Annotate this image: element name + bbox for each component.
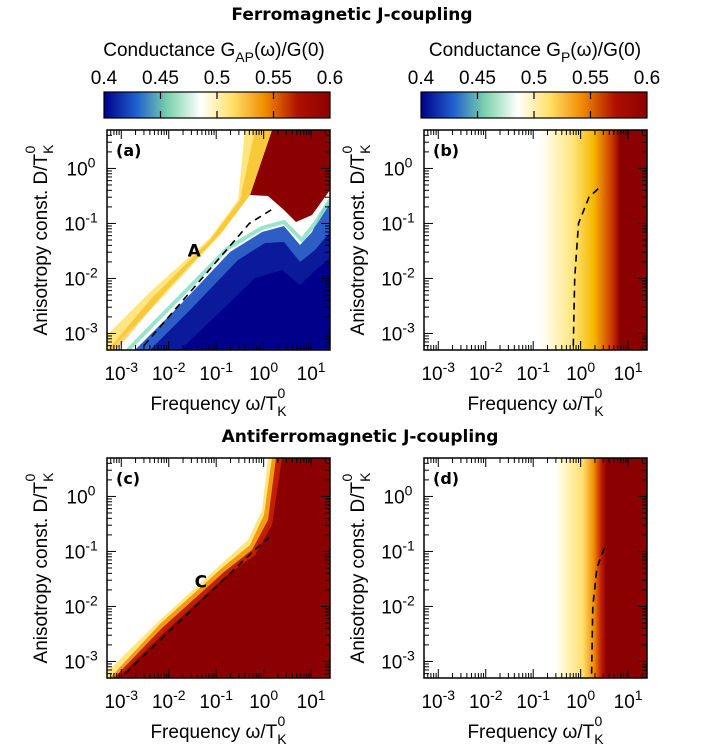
colorbar-tick-label: 0.45	[142, 68, 179, 89]
colorbar-tick-label: 0.45	[459, 68, 496, 89]
colorbar-tick-label: 0.5	[521, 68, 547, 89]
y-axis-label: Anisotropy const. D/TK0	[22, 144, 56, 336]
x-tick-label: 100	[249, 687, 278, 713]
colorbar-tick-label: 0.6	[634, 68, 660, 89]
region-annotation: A	[188, 242, 202, 262]
x-tick-label: 10-3	[421, 687, 455, 713]
y-tick-label: 10-1	[64, 537, 98, 563]
panel-a: 10-3 10-2 10-1 100 101 10-3 10-2 10-1 100 (a) A Fre…	[22, 129, 331, 419]
colorbar-tick-label: 0.55	[572, 68, 609, 89]
y-tick-label: 10-2	[381, 592, 415, 618]
dashed-line	[143, 208, 273, 347]
x-tick-label: 10-2	[469, 359, 503, 385]
x-tick-label: 10-1	[516, 687, 550, 713]
colorbar-tick-label: 0.6	[317, 68, 343, 89]
x-tick-label: 10-3	[104, 359, 138, 385]
x-tick-label: 101	[614, 359, 643, 385]
heatmap-panel-a	[107, 130, 330, 350]
x-axis-label: Frequency ω/TK0	[150, 385, 287, 419]
panel-label: (a)	[116, 141, 141, 160]
y-tick-label: 10-3	[64, 319, 98, 345]
y-tick-label: 10-1	[381, 537, 415, 563]
region-annotation: C	[195, 573, 207, 593]
x-tick-label: 10-3	[421, 359, 455, 385]
x-axis-label: Frequency ω/TK0	[150, 713, 287, 747]
x-tick-label: 10-1	[516, 359, 550, 385]
y-tick-label: 10-2	[64, 592, 98, 618]
dashed-line	[572, 186, 601, 346]
y-axis-label: Anisotropy const. D/TK0	[339, 144, 373, 336]
x-tick-label: 10-3	[104, 687, 138, 713]
y-tick-label: 10-2	[64, 264, 98, 290]
y-tick-label: 10-3	[64, 647, 98, 673]
x-tick-label: 10-1	[199, 359, 233, 385]
colorbar-tick-label: 0.4	[408, 68, 435, 89]
section-title-ferromagnetic: Ferromagnetic J-coupling	[231, 5, 472, 25]
x-tick-label: 101	[297, 687, 326, 713]
x-axis-label: Frequency ω/TK0	[467, 385, 604, 419]
x-tick-label: 10-2	[469, 687, 503, 713]
y-tick-label: 100	[384, 154, 413, 180]
panel-label: (b)	[433, 141, 459, 160]
x-tick-label: 10-2	[152, 687, 186, 713]
colorbar-tick-label: 0.4	[91, 68, 118, 89]
x-tick-label: 101	[614, 687, 643, 713]
colorbar-tick-label: 0.55	[255, 68, 292, 89]
x-axis-label: Frequency ω/TK0	[467, 713, 604, 747]
y-tick-label: 100	[67, 154, 96, 180]
colorbar-tick-label: 0.5	[204, 68, 230, 89]
heatmap-panel-b	[424, 130, 647, 350]
panel-label: (d)	[433, 469, 459, 488]
x-tick-label: 101	[297, 359, 326, 385]
colorbar-title: Conductance GP(ω)/G(0)	[429, 40, 641, 65]
x-tick-label: 100	[249, 359, 278, 385]
dashed-line	[590, 546, 606, 674]
y-tick-label: 10-3	[381, 647, 415, 673]
y-tick-label: 10-1	[381, 209, 415, 235]
colorbar-gap: Conductance GAP(ω)/G(0) 0.4 0.45 0.5 0.55 0.…	[91, 40, 343, 119]
panel-b: 10-3 10-2 10-1 100 101 10-3 10-2 10-1 100 (b) Freq…	[339, 129, 648, 419]
panel-label: (c)	[116, 469, 140, 488]
x-tick-label: 100	[566, 687, 595, 713]
y-tick-label: 10-1	[64, 209, 98, 235]
y-tick-label: 100	[384, 482, 413, 508]
x-tick-label: 100	[566, 359, 595, 385]
heatmap-panel-d	[424, 458, 647, 678]
x-tick-label: 10-2	[152, 359, 186, 385]
y-tick-label: 100	[67, 482, 96, 508]
y-axis-label: Anisotropy const. D/TK0	[22, 472, 56, 664]
colorbar-gp: Conductance GP(ω)/G(0) 0.4 0.45 0.5 0.55 0.6	[408, 40, 660, 119]
heatmap-panel-c	[107, 458, 330, 678]
x-tick-label: 10-1	[199, 687, 233, 713]
panel-d: 10-3 10-2 10-1 100 101 10-3 10-2 10-1 100 (d) Freq…	[339, 457, 648, 747]
section-title-antiferromagnetic: Antiferromagnetic J-coupling	[222, 427, 499, 447]
colorbar-title: Conductance GAP(ω)/G(0)	[103, 40, 325, 65]
panel-c: 10-3 10-2 10-1 100 101 10-3 10-2 10-1 100 (c) C Fre…	[22, 457, 331, 747]
y-tick-label: 10-2	[381, 264, 415, 290]
y-tick-label: 10-3	[381, 319, 415, 345]
y-axis-label: Anisotropy const. D/TK0	[339, 472, 373, 664]
